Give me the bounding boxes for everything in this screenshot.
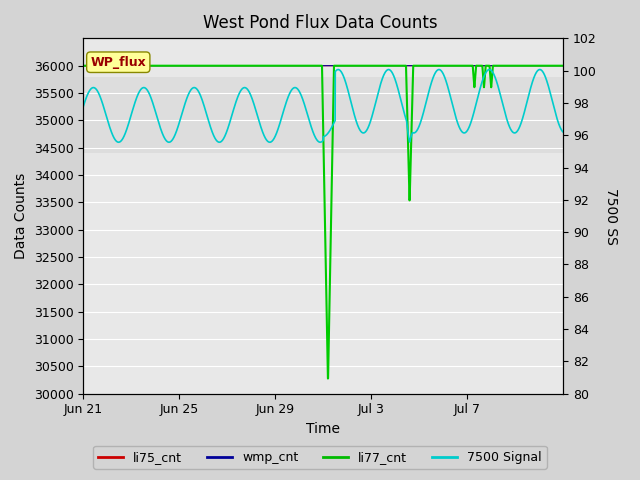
Y-axis label: 7500 SS: 7500 SS <box>604 188 618 244</box>
X-axis label: Time: Time <box>306 422 340 436</box>
Text: WP_flux: WP_flux <box>90 56 146 69</box>
Y-axis label: Data Counts: Data Counts <box>14 173 28 259</box>
Text: West Pond Flux Data Counts: West Pond Flux Data Counts <box>203 14 437 33</box>
Legend: li75_cnt, wmp_cnt, li77_cnt, 7500 Signal: li75_cnt, wmp_cnt, li77_cnt, 7500 Signal <box>93 446 547 469</box>
Bar <box>83 77 563 153</box>
